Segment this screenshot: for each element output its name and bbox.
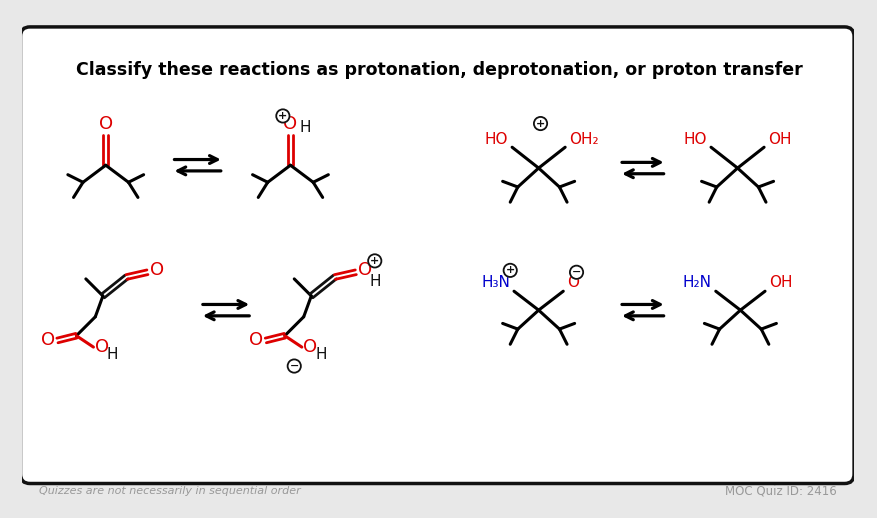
- Text: H₃N: H₃N: [481, 275, 510, 290]
- Text: Quizzes are not necessarily in sequential order: Quizzes are not necessarily in sequentia…: [39, 486, 301, 496]
- Text: H: H: [368, 274, 380, 289]
- Text: O: O: [567, 275, 579, 290]
- Text: H: H: [315, 347, 326, 362]
- Text: O: O: [358, 262, 372, 279]
- Text: HO: HO: [683, 132, 707, 147]
- Text: OH: OH: [767, 132, 790, 147]
- Circle shape: [276, 109, 289, 123]
- Text: O: O: [283, 116, 297, 134]
- Text: H: H: [106, 347, 118, 362]
- Text: MOC Quiz ID: 2416: MOC Quiz ID: 2416: [724, 484, 836, 498]
- Text: +: +: [278, 111, 287, 121]
- Circle shape: [569, 266, 582, 279]
- Circle shape: [533, 117, 546, 130]
- Text: O: O: [98, 116, 112, 134]
- Circle shape: [288, 359, 301, 372]
- Text: O: O: [249, 332, 263, 350]
- Circle shape: [503, 264, 517, 277]
- Text: O: O: [150, 262, 164, 279]
- Text: HO: HO: [484, 132, 508, 147]
- Text: +: +: [535, 119, 545, 128]
- Text: −: −: [571, 267, 581, 277]
- Text: O: O: [41, 332, 55, 350]
- Text: H₂N: H₂N: [682, 275, 711, 290]
- Text: OH₂: OH₂: [568, 132, 598, 147]
- Text: O: O: [95, 338, 109, 356]
- Text: O: O: [303, 338, 317, 356]
- Text: +: +: [370, 256, 379, 266]
- FancyBboxPatch shape: [20, 27, 853, 483]
- Text: OH: OH: [768, 275, 791, 290]
- Text: Classify these reactions as protonation, deprotonation, or proton transfer: Classify these reactions as protonation,…: [75, 61, 802, 79]
- Text: H: H: [300, 120, 311, 135]
- Text: −: −: [289, 361, 298, 371]
- Text: +: +: [505, 265, 514, 276]
- Circle shape: [367, 254, 381, 267]
